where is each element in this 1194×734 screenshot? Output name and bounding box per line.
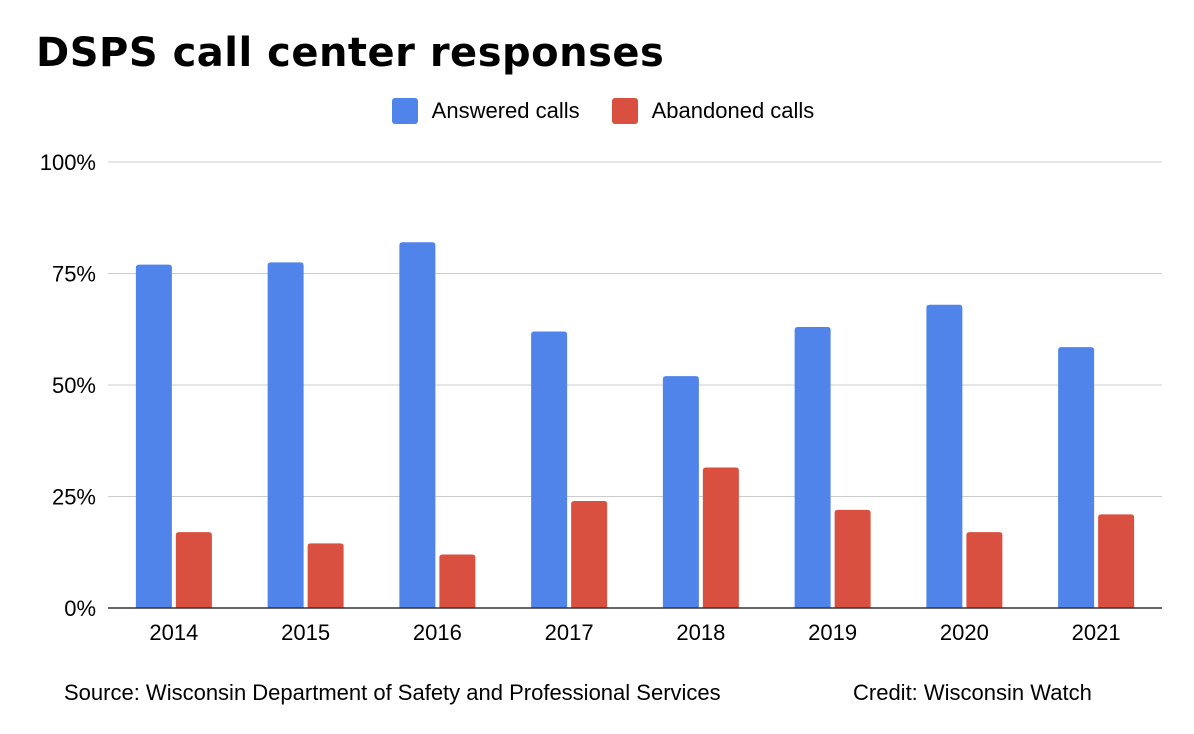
bar-answered (662, 376, 699, 608)
bar-answered (1058, 347, 1095, 608)
chart-title: DSPS call center responses (36, 30, 665, 76)
y-tick-label: 100% (40, 150, 96, 175)
bar-abandoned (307, 543, 344, 608)
y-tick-label: 75% (52, 262, 96, 287)
x-tick-label: 2019 (808, 620, 857, 645)
bar-abandoned (571, 500, 608, 608)
bar-answered (794, 327, 831, 608)
y-tick-label: 0% (64, 596, 96, 621)
bar-answered (399, 242, 436, 608)
bar-answered (926, 304, 963, 608)
bar-abandoned (1098, 514, 1135, 608)
legend-item-answered: Answered calls (391, 98, 580, 124)
bar-abandoned (439, 554, 476, 608)
legend-swatch-abandoned (611, 98, 638, 124)
x-tick-label: 2020 (940, 620, 989, 645)
bar-abandoned (702, 467, 739, 608)
x-tick-label: 2014 (149, 620, 198, 645)
bar-abandoned (966, 532, 1003, 608)
bar-abandoned (175, 532, 212, 608)
bar-answered (135, 264, 172, 608)
credit-note: Credit: Wisconsin Watch (853, 680, 1092, 705)
y-tick-label: 25% (52, 485, 96, 510)
x-tick-label: 2015 (281, 620, 330, 645)
x-tick-label: 2016 (413, 620, 462, 645)
legend-swatch-answered (391, 98, 418, 124)
legend-item-abandoned: Abandoned calls (611, 98, 815, 124)
x-tick-label: 2018 (676, 620, 725, 645)
bar-answered (267, 262, 304, 608)
legend-label-answered: Answered calls (431, 98, 580, 123)
bar-abandoned (834, 509, 871, 608)
x-tick-label: 2021 (1072, 620, 1121, 645)
source-note: Source: Wisconsin Department of Safety a… (64, 680, 721, 705)
x-tick-label: 2017 (545, 620, 594, 645)
bar-answered (531, 331, 568, 608)
y-tick-label: 50% (52, 373, 96, 398)
legend: Answered calls Abandoned calls (0, 98, 1194, 124)
legend-label-abandoned: Abandoned calls (651, 98, 815, 123)
